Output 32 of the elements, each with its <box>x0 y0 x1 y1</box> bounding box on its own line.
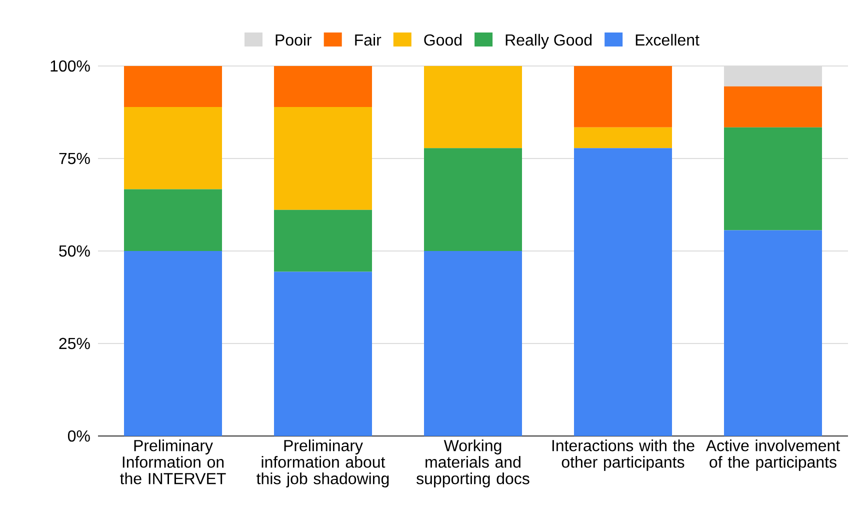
bar <box>274 66 372 108</box>
bar <box>574 66 672 128</box>
x-tick-label: Interactions with the other participants <box>552 440 694 471</box>
bar <box>574 148 672 436</box>
bar <box>124 189 222 251</box>
x-tick-label: Working materials and supporting docs <box>416 440 530 488</box>
bar <box>124 107 222 190</box>
bar <box>424 148 522 251</box>
bar <box>124 66 222 108</box>
legend-label: Really Good <box>506 34 592 49</box>
bar <box>724 127 822 230</box>
legend-label: Fair <box>355 34 382 46</box>
bar <box>724 86 822 128</box>
legend-label: Excellent <box>636 34 700 46</box>
y-tick-label: 100% <box>50 60 90 72</box>
bar <box>574 127 672 148</box>
bar <box>274 272 372 436</box>
x-tick-label: Active involvement of the participants <box>706 440 840 471</box>
x-tick-label: Preliminary Information on the INTERVET <box>120 440 226 484</box>
bar <box>424 66 522 148</box>
bar <box>124 250 222 436</box>
bar <box>424 250 522 436</box>
bar <box>274 210 372 272</box>
x-tick-label: Preliminary information about this job shadowing <box>256 440 389 488</box>
legend-label: Good <box>424 34 462 46</box>
y-tick-label: 0% <box>68 430 90 442</box>
bar <box>724 230 822 436</box>
y-tick-label: 75% <box>59 152 90 164</box>
bar <box>274 107 372 210</box>
legend-label: Pooir <box>276 34 312 46</box>
y-tick-label: 50% <box>59 245 90 257</box>
y-tick-label: 25% <box>59 338 90 350</box>
